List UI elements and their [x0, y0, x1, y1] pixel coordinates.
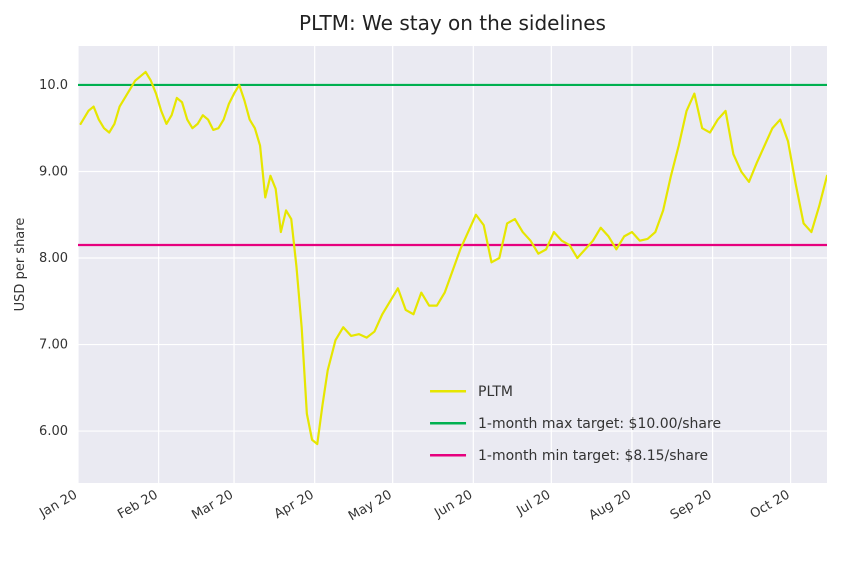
y-tick-label: 9.00: [39, 164, 68, 179]
legend-item-pltm-label: PLTM: [478, 384, 513, 400]
y-tick-label: 8.00: [39, 251, 68, 266]
y-tick-label: 10.0: [39, 78, 68, 93]
y-tick-label: 6.00: [39, 424, 68, 439]
legend-item-max-label: 1-month max target: $10.00/share: [478, 416, 721, 432]
y-axis-label: USD per share: [13, 218, 28, 312]
chart-container: 6.007.008.009.0010.0Jan 20Feb 20Mar 20Ap…: [0, 0, 845, 561]
y-tick-label: 7.00: [39, 338, 68, 353]
pltm-line-chart: 6.007.008.009.0010.0Jan 20Feb 20Mar 20Ap…: [0, 0, 845, 561]
chart-title: PLTM: We stay on the sidelines: [299, 11, 606, 35]
legend-item-min-label: 1-month min target: $8.15/share: [478, 448, 708, 464]
